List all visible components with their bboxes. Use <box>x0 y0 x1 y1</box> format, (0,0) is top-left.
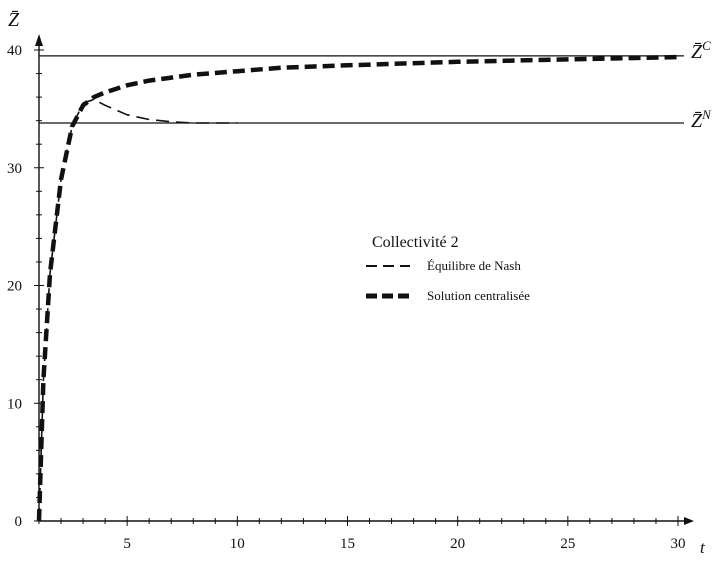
series-line-nash <box>38 98 238 522</box>
hline-label-n: Z̄N <box>691 107 712 132</box>
y-tick-label: 10 <box>7 396 22 412</box>
x-tick-label: 15 <box>340 536 355 552</box>
reference-lines <box>39 55 684 124</box>
x-axis-label: t <box>700 538 706 557</box>
y-tick-label: 40 <box>7 43 22 59</box>
tick-labels: 5 10 15 20 25 30 0 10 20 30 40 <box>7 43 686 552</box>
x-tick-label: 30 <box>671 536 686 552</box>
legend-title: Collectivité 2 <box>372 234 459 251</box>
legend: Collectivité 2 Équilibre de Nash Solutio… <box>366 234 530 303</box>
series-layer <box>36 54 679 522</box>
hline-label-n-base: Z̄ <box>691 110 703 132</box>
y-tick-label: 30 <box>7 161 22 177</box>
hline-label-n-sup: N <box>701 107 712 122</box>
y-tick-label: 0 <box>15 514 23 530</box>
y-axis-arrow <box>35 34 43 46</box>
legend-entry-centralisee: Solution centralisée <box>427 288 530 303</box>
legend-entry-nash: Équilibre de Nash <box>427 258 521 273</box>
hline-label-c-base: Z̄ <box>691 41 703 63</box>
x-tick-label: 10 <box>230 536 245 552</box>
y-tick-label: 20 <box>7 279 22 295</box>
svg-text:Z̄C: Z̄C <box>691 38 711 63</box>
series-line-centralisee <box>36 54 679 522</box>
axes <box>34 34 694 526</box>
x-tick-label: 5 <box>123 536 131 552</box>
x-tick-label: 25 <box>560 536 575 552</box>
hline-label-c: Z̄C <box>691 38 711 63</box>
y-axis-label: Z̄ <box>8 9 20 31</box>
hline-label-c-sup: C <box>702 38 711 53</box>
x-tick-label: 20 <box>450 536 465 552</box>
x-axis-arrow <box>684 517 694 525</box>
svg-text:Z̄N: Z̄N <box>691 107 712 132</box>
